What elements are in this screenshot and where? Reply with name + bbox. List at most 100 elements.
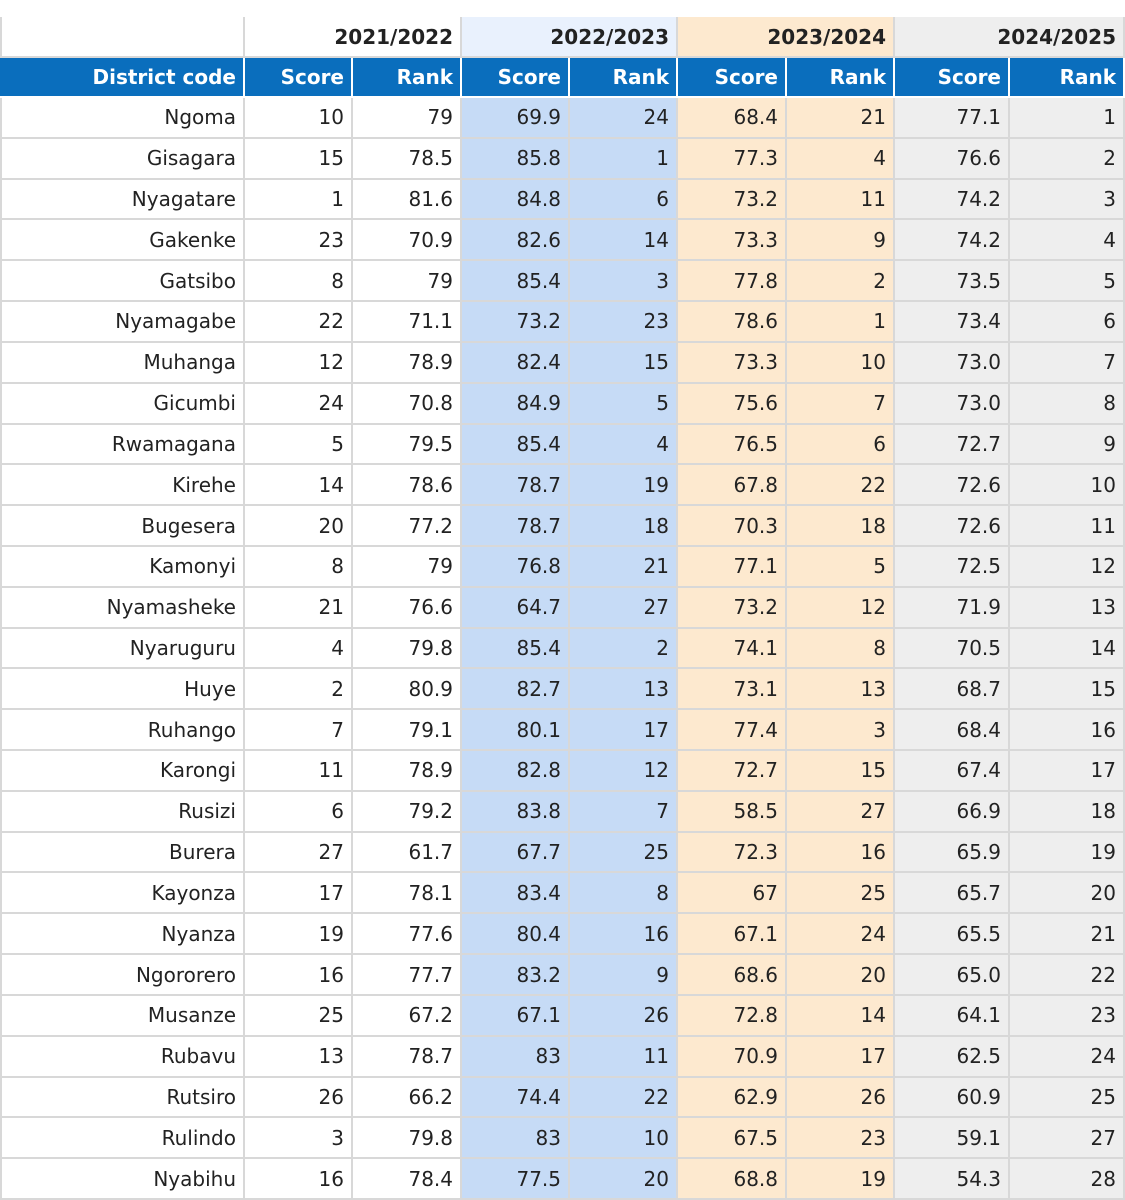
table-cell: 67.7 [462, 832, 570, 874]
table-cell: 13 [570, 669, 678, 711]
table-cell: 3 [1010, 179, 1125, 221]
table-cell: 19 [570, 465, 678, 507]
table-cell: 65.9 [895, 832, 1010, 874]
table-cell: 79.5 [353, 424, 462, 466]
table-cell: 16 [570, 914, 678, 956]
table-cell: 13 [1010, 587, 1125, 629]
table-cell: 77.7 [353, 955, 462, 996]
column-header: Rank [570, 58, 678, 98]
district-name: Ngoma [0, 98, 245, 139]
table-cell: 14 [787, 995, 895, 1037]
district-name: Ngororero [0, 955, 245, 996]
table-cell: 8 [570, 873, 678, 915]
table-cell: 67.1 [678, 914, 787, 956]
table-cell: 26 [787, 1077, 895, 1119]
table-cell: 62.9 [678, 1077, 787, 1119]
table-cell: 71.9 [895, 587, 1010, 629]
table-cell: 78.9 [353, 751, 462, 792]
table-cell: 7 [787, 383, 895, 425]
district-name: Karongi [0, 751, 245, 792]
district-name: Gatsibo [0, 261, 245, 303]
table-cell: 67.1 [462, 995, 570, 1037]
district-name: Huye [0, 669, 245, 711]
table-cell: 67.8 [678, 465, 787, 507]
table-cell: 8 [1010, 383, 1125, 425]
table-cell: 21 [245, 587, 353, 629]
table-cell: 5 [1010, 261, 1125, 303]
table-cell: 13 [245, 1036, 353, 1078]
table-cell: 58.5 [678, 791, 787, 833]
table-cell: 9 [1010, 424, 1125, 466]
table-cell: 4 [1010, 220, 1125, 262]
district-name: Gicumbi [0, 383, 245, 425]
table-cell: 85.4 [462, 424, 570, 466]
table-cell: 79.8 [353, 628, 462, 670]
table-cell: 82.8 [462, 751, 570, 792]
table-cell: 10 [570, 1118, 678, 1160]
table-cell: 78.9 [353, 342, 462, 384]
column-header: Score [678, 58, 787, 98]
table-cell: 5 [245, 424, 353, 466]
table-cell: 11 [787, 179, 895, 221]
table-cell: 72.8 [678, 995, 787, 1037]
table-cell: 68.7 [895, 669, 1010, 711]
table-cell: 22 [245, 302, 353, 343]
district-name: Gakenke [0, 220, 245, 262]
district-name: Nyamagabe [0, 302, 245, 343]
table-cell: 54.3 [895, 1159, 1010, 1200]
table-cell: 73.3 [678, 342, 787, 384]
table-cell: 10 [787, 342, 895, 384]
table-cell: 20 [245, 506, 353, 547]
table-cell: 70.3 [678, 506, 787, 547]
table-cell: 70.9 [353, 220, 462, 262]
table-cell: 77.6 [353, 914, 462, 956]
table-cell: 8 [245, 546, 353, 588]
table-cell: 72.6 [895, 506, 1010, 547]
table-cell: 26 [570, 995, 678, 1037]
district-name: Rutsiro [0, 1077, 245, 1119]
year-header: 2021/2022 [245, 17, 462, 58]
table-cell: 61.7 [353, 832, 462, 874]
table-cell: 80.4 [462, 914, 570, 956]
table-cell: 79 [353, 261, 462, 303]
column-header: Rank [353, 58, 462, 98]
table-cell: 70.5 [895, 628, 1010, 670]
column-header: Rank [787, 58, 895, 98]
table-cell: 78.6 [353, 465, 462, 507]
district-name: Nyagatare [0, 179, 245, 221]
table-cell: 78.7 [462, 465, 570, 507]
table-cell: 7 [245, 710, 353, 752]
table-cell: 2 [787, 261, 895, 303]
district-name: Nyabihu [0, 1159, 245, 1200]
table-cell: 12 [1010, 546, 1125, 588]
table-cell: 5 [787, 546, 895, 588]
column-header: Score [895, 58, 1010, 98]
table-cell: 64.1 [895, 995, 1010, 1037]
table-cell: 21 [570, 546, 678, 588]
table-cell: 79 [353, 546, 462, 588]
table-cell: 15 [245, 138, 353, 180]
table-cell: 73.1 [678, 669, 787, 711]
table-cell: 82.7 [462, 669, 570, 711]
table-cell: 6 [1010, 302, 1125, 343]
table-cell: 27 [570, 587, 678, 629]
table-cell: 15 [1010, 669, 1125, 711]
table-cell: 60.9 [895, 1077, 1010, 1119]
table-cell: 1 [787, 302, 895, 343]
table-cell: 74.2 [895, 220, 1010, 262]
table-cell: 71.1 [353, 302, 462, 343]
table-cell: 22 [1010, 955, 1125, 996]
table-cell: 77.1 [895, 98, 1010, 139]
table-cell: 7 [1010, 342, 1125, 384]
table-cell: 24 [1010, 1036, 1125, 1078]
district-name: Kayonza [0, 873, 245, 915]
table-cell: 1 [245, 179, 353, 221]
table-cell: 72.7 [895, 424, 1010, 466]
table-cell: 74.4 [462, 1077, 570, 1119]
table-cell: 3 [787, 710, 895, 752]
table-cell: 2 [570, 628, 678, 670]
table-cell: 18 [570, 506, 678, 547]
table-cell: 73.2 [678, 587, 787, 629]
table-cell: 82.4 [462, 342, 570, 384]
